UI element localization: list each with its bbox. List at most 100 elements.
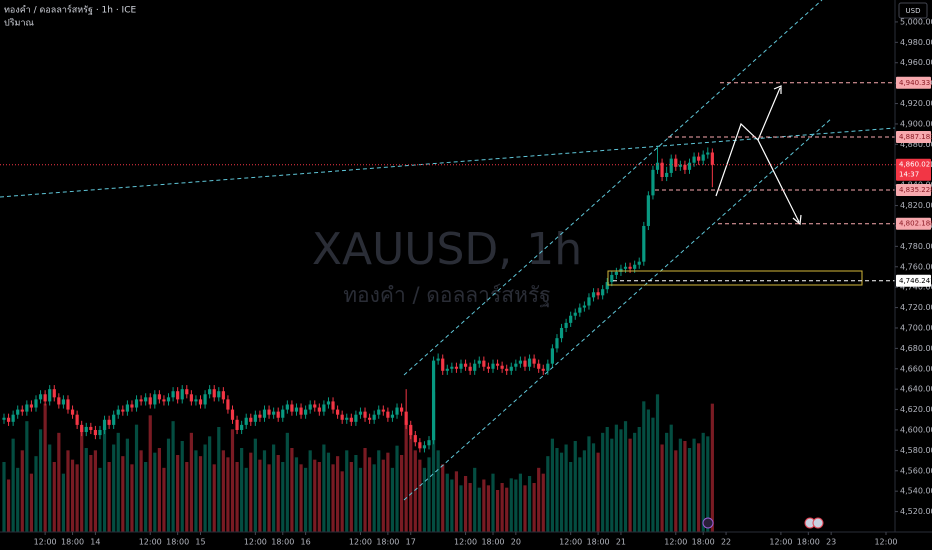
candle-body xyxy=(11,414,15,422)
candle-body xyxy=(148,397,152,405)
candle-body xyxy=(61,399,66,405)
candle-body xyxy=(637,261,641,265)
volume-bar xyxy=(249,452,253,532)
volume-bar xyxy=(683,441,687,532)
volume-bar xyxy=(687,448,692,532)
level-label-text: 4,887.183 xyxy=(899,133,932,141)
volume-bar xyxy=(436,450,440,532)
volume-bar xyxy=(495,490,500,532)
candle-body xyxy=(253,414,257,422)
x-tick-label: 18:00 xyxy=(271,538,294,547)
candle-body xyxy=(605,282,609,290)
volume-bar xyxy=(546,456,550,532)
volume-bar xyxy=(569,462,573,532)
candle-body xyxy=(322,404,326,412)
y-tick-label: 4,540.000 xyxy=(900,487,932,496)
candle-body xyxy=(459,363,463,369)
volume-bar xyxy=(395,445,399,532)
x-tick-label: 18:00 xyxy=(376,538,399,547)
candle-body xyxy=(331,401,335,410)
candle-body xyxy=(445,368,449,371)
volume-bar xyxy=(299,464,303,532)
candle-body xyxy=(660,162,664,177)
candle-body xyxy=(495,363,500,366)
volume-bar xyxy=(176,455,180,532)
candle-body xyxy=(710,152,714,165)
volume-bar xyxy=(336,456,340,532)
level-label-bg xyxy=(896,158,931,181)
event-icon[interactable] xyxy=(702,517,714,529)
volume-bar xyxy=(368,457,372,532)
candle-body xyxy=(203,394,207,405)
volume-bar xyxy=(665,432,669,532)
candle-body xyxy=(441,358,445,371)
candle-body xyxy=(569,315,573,323)
currency-button[interactable] xyxy=(898,2,928,19)
candle-body xyxy=(687,162,692,170)
volume-bar xyxy=(372,464,376,532)
y-tick-label: 4,780.000 xyxy=(900,242,932,251)
candle-body xyxy=(66,399,70,410)
volume-bar xyxy=(221,450,225,532)
volume-bar xyxy=(473,467,477,532)
volume-bar xyxy=(304,467,308,532)
candle-body xyxy=(436,358,440,361)
volume-bar xyxy=(34,456,38,532)
candle-body xyxy=(281,409,285,418)
volume-bar xyxy=(633,432,637,532)
x-tick-label: 23 xyxy=(826,538,836,547)
volume-bar xyxy=(555,448,559,532)
volume-bar xyxy=(692,438,696,532)
volume-bar xyxy=(514,479,518,532)
volume-bar xyxy=(660,444,664,532)
level-label-bg xyxy=(896,217,931,230)
event-icon[interactable] xyxy=(812,517,824,529)
y-tick-label: 4,720.000 xyxy=(900,303,932,312)
candle-body xyxy=(249,417,253,422)
x-tick-label: 17 xyxy=(406,538,416,547)
volume-bar xyxy=(157,448,161,532)
candle-body xyxy=(514,363,518,367)
candle-body xyxy=(550,348,554,364)
candle-body xyxy=(683,164,687,170)
volume-bar xyxy=(180,441,184,532)
candle-body xyxy=(399,407,404,412)
candle-body xyxy=(646,195,650,226)
candle-body xyxy=(340,414,344,420)
volume-bar xyxy=(98,467,102,532)
volume-bar xyxy=(166,438,171,532)
volume-bar xyxy=(706,436,710,532)
candle-body xyxy=(121,409,125,412)
volume-bar xyxy=(144,462,148,532)
volume-bar xyxy=(267,464,271,532)
candle-body xyxy=(48,389,52,402)
candle-body xyxy=(518,360,523,364)
y-tick-label: 4,980.000 xyxy=(900,38,932,47)
y-tick-label: 4,900.000 xyxy=(900,119,932,128)
x-tick-label: 16 xyxy=(301,538,311,547)
volume-bar xyxy=(38,429,43,532)
candle-body xyxy=(354,414,358,422)
volume-bar xyxy=(678,438,682,532)
candle-body xyxy=(6,417,11,422)
candle-body xyxy=(294,407,299,412)
candle-body xyxy=(591,292,596,298)
volume-bar xyxy=(2,462,6,532)
volume-bar xyxy=(262,450,267,532)
volume-bar xyxy=(331,464,335,532)
volume-bar xyxy=(637,427,641,532)
volume-bar xyxy=(591,443,596,532)
volume-bar xyxy=(619,429,623,532)
candle-body xyxy=(368,417,372,420)
y-tick-label: 5,000.000 xyxy=(900,17,932,26)
volume-bar xyxy=(107,462,111,532)
candle-body xyxy=(52,389,56,398)
volume-bar xyxy=(290,448,294,532)
currency[interactable]: USD xyxy=(906,7,921,15)
x-tick-label: 18:00 xyxy=(166,538,189,547)
volume-bar xyxy=(185,462,189,532)
x-tick-label: 12:00 xyxy=(769,538,792,547)
volume-bar xyxy=(208,436,212,532)
candle-body xyxy=(272,411,276,415)
candle-body xyxy=(555,338,559,349)
